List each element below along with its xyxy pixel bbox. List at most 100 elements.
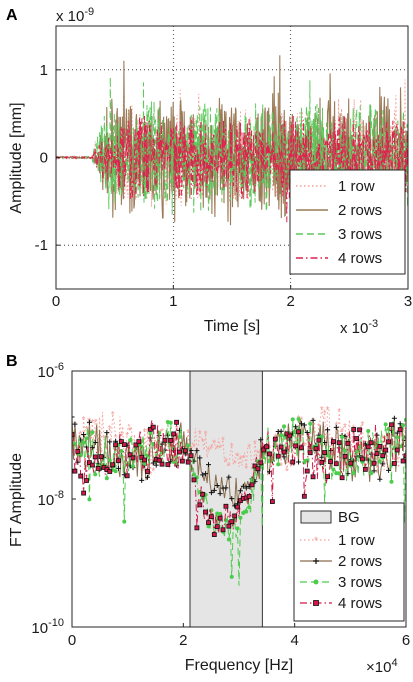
- marker-plus: [211, 487, 217, 493]
- x-tick-label: 2: [286, 293, 294, 310]
- marker-dot: [104, 476, 109, 481]
- marker-plus: [298, 421, 304, 427]
- marker-star: *: [404, 440, 408, 451]
- marker-star: *: [256, 448, 260, 459]
- marker-square: [261, 447, 267, 453]
- y-tick-label: 0: [40, 150, 48, 167]
- marker-square: [397, 427, 403, 433]
- marker-square: [188, 453, 194, 459]
- marker-square: [290, 459, 296, 465]
- marker-square: [209, 514, 214, 520]
- marker-plus: [86, 419, 92, 425]
- marker-square: [255, 466, 261, 472]
- marker-square: [269, 499, 275, 504]
- marker-square: [354, 436, 360, 441]
- marker-dot: [119, 448, 124, 453]
- marker-star: *: [244, 464, 248, 475]
- marker-plus: [72, 414, 75, 420]
- marker-square: [275, 453, 281, 459]
- marker-plus: [159, 441, 165, 447]
- marker-star: *: [268, 443, 272, 454]
- marker-star: *: [79, 430, 83, 441]
- marker-star: *: [253, 439, 257, 450]
- marker-plus: [72, 421, 78, 427]
- marker-square: [98, 454, 104, 460]
- marker-star: *: [212, 439, 216, 450]
- marker-square: [217, 515, 223, 521]
- panel-b-legend: BG * 1 row 2 rows 3 rows 4 rows: [293, 502, 405, 622]
- marker-square: [84, 478, 89, 483]
- marker-star: *: [302, 441, 306, 452]
- marker-star: *: [119, 432, 123, 443]
- marker-square: [400, 458, 406, 464]
- marker-square: [159, 461, 165, 467]
- panel-a-ylabel: Amplitude [mm]: [8, 102, 25, 213]
- marker-star: *: [236, 451, 240, 462]
- marker-star: *: [207, 446, 211, 457]
- marker-square: [325, 474, 330, 480]
- y-tick-label: 10-8: [38, 489, 64, 509]
- marker-star: *: [337, 407, 341, 418]
- marker-square: [307, 450, 313, 456]
- marker-square: [136, 439, 142, 445]
- marker-star: *: [227, 462, 231, 473]
- marker-star: *: [366, 446, 370, 457]
- marker-square: [229, 519, 235, 525]
- marker-dot: [343, 448, 348, 453]
- marker-square: [316, 437, 322, 443]
- marker-plus: [333, 424, 339, 430]
- marker-plus: [104, 430, 110, 436]
- panel-b-ylabel: FT Amplitude: [8, 453, 25, 547]
- marker-dot: [177, 434, 182, 439]
- marker-dot: [226, 537, 231, 542]
- marker-square: [362, 466, 368, 472]
- marker-square: [162, 437, 168, 443]
- marker-plus: [214, 483, 220, 489]
- marker-star: *: [320, 405, 324, 416]
- marker-square: [249, 482, 255, 488]
- marker-square: [333, 461, 339, 467]
- marker-dot: [189, 466, 194, 471]
- y-tick-label: 10-10: [31, 617, 64, 637]
- marker-plus: [145, 474, 151, 480]
- marker-square: [293, 443, 299, 449]
- legend-label-a-2: 2 rows: [338, 202, 382, 219]
- marker-square: [177, 449, 182, 455]
- y-tick-label: 10-6: [38, 361, 64, 381]
- marker-square: [328, 459, 333, 465]
- series-line-b-4: [72, 420, 406, 535]
- marker-star: *: [143, 427, 147, 438]
- marker-square: [258, 460, 264, 466]
- marker-plus: [386, 467, 392, 473]
- marker-dot: [87, 497, 92, 502]
- marker-square: [191, 477, 197, 483]
- legend-label-a-1: 1 row: [338, 178, 375, 195]
- marker-plus: [107, 439, 113, 445]
- marker-star: *: [323, 408, 327, 419]
- marker-star: *: [291, 441, 295, 452]
- marker-square: [377, 443, 383, 449]
- marker-dot: [84, 436, 89, 441]
- marker-star: *: [192, 443, 196, 454]
- marker-star: *: [241, 453, 245, 464]
- marker-square: [121, 442, 127, 448]
- marker-dot: [366, 428, 371, 433]
- marker-plus: [229, 496, 235, 502]
- panel-a-legend: 1 row 2 rows 3 rows 4 rows: [289, 169, 406, 275]
- marker-star: *: [102, 434, 106, 445]
- marker-plus: [208, 490, 214, 496]
- marker-square: [322, 450, 328, 455]
- marker-star: *: [250, 465, 254, 476]
- marker-plus: [380, 461, 386, 467]
- marker-square: [206, 520, 211, 526]
- x-tick-label: 1: [169, 293, 177, 310]
- marker-square: [89, 462, 95, 468]
- marker-square: [130, 455, 136, 461]
- marker-square: [345, 441, 351, 446]
- legend-label-a-4: 4 rows: [338, 250, 382, 267]
- marker-square: [383, 447, 389, 453]
- svg-text:*: *: [314, 535, 319, 547]
- marker-dot: [279, 433, 284, 438]
- marker-dot: [139, 444, 144, 449]
- marker-dot: [308, 421, 313, 426]
